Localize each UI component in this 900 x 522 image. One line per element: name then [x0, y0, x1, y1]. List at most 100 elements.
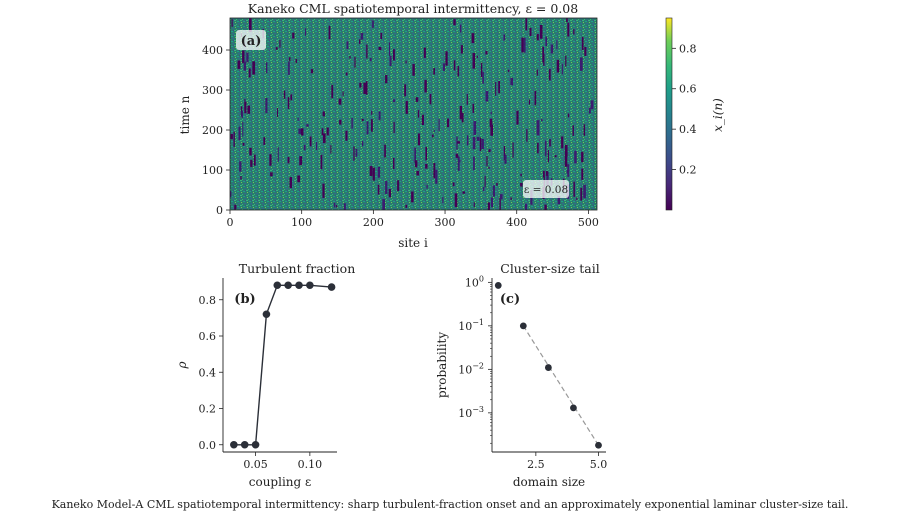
laminar-streak — [481, 139, 484, 150]
laminar-streak — [417, 110, 420, 118]
laminar-streak — [270, 172, 273, 177]
colorbar-tick-label: 0.8 — [679, 42, 697, 55]
laminar-streak — [536, 34, 539, 41]
laminar-streak — [234, 204, 237, 210]
laminar-streak — [360, 32, 364, 40]
laminar-streak — [523, 37, 526, 53]
laminar-streak — [416, 171, 419, 176]
laminar-streak — [424, 79, 427, 93]
panel-a-label: (a) — [241, 34, 262, 49]
laminar-streak — [524, 203, 527, 210]
y-tick-label-c: 10−2 — [458, 361, 484, 376]
laminar-streak — [554, 155, 557, 158]
laminar-streak — [460, 45, 463, 54]
laminar-streak — [300, 128, 304, 136]
fit-line-c — [522, 325, 599, 446]
laminar-streak — [342, 91, 344, 97]
laminar-streak — [545, 170, 548, 176]
laminar-streak — [572, 125, 574, 136]
laminar-streak — [326, 127, 329, 136]
data-point-b — [295, 281, 303, 290]
panel-c: Cluster-size tail 2.5 5.010010−110−210−3 … — [435, 261, 607, 489]
panel-c-label: (c) — [500, 292, 520, 307]
laminar-streak — [520, 183, 523, 187]
laminar-streak — [299, 156, 303, 166]
laminar-streak — [590, 100, 594, 110]
laminar-streak — [289, 176, 292, 189]
laminar-streak — [404, 84, 407, 97]
colorbar-label: x_i(n) — [711, 98, 725, 132]
laminar-streak — [504, 154, 507, 164]
laminar-streak — [298, 128, 301, 134]
laminar-streak — [393, 157, 395, 169]
laminar-streak — [521, 37, 524, 53]
laminar-streak — [265, 98, 268, 114]
y-tick-label-b: 0.6 — [199, 330, 217, 343]
laminar-streak — [583, 184, 586, 199]
laminar-streak — [385, 180, 388, 194]
laminar-streak — [252, 61, 256, 75]
data-point-c — [494, 282, 502, 289]
laminar-streak — [476, 55, 478, 58]
data-point-b — [284, 281, 292, 290]
laminar-streak — [250, 159, 253, 167]
laminar-streak — [462, 191, 466, 194]
x-axis-label-b: coupling ε — [249, 475, 311, 489]
laminar-streak — [486, 155, 488, 167]
y-tick-label-a: 400 — [202, 44, 223, 57]
laminar-streak — [372, 20, 374, 28]
x-tick-label-a: 100 — [291, 216, 312, 229]
laminar-streak — [580, 57, 583, 71]
laminar-streak — [320, 154, 323, 170]
laminar-streak — [496, 183, 498, 186]
laminar-streak — [456, 136, 458, 150]
laminar-streak — [583, 124, 586, 136]
laminar-streak — [382, 199, 385, 210]
laminar-streak — [455, 153, 459, 158]
panel-c-title: Cluster-size tail — [500, 261, 600, 276]
laminar-streak — [525, 18, 528, 31]
laminar-streak — [567, 113, 570, 118]
laminar-streak — [536, 120, 540, 136]
panel-b-title: Turbulent fraction — [239, 261, 356, 276]
laminar-streak — [351, 118, 353, 129]
laminar-streak — [241, 110, 243, 118]
ticks-b: 0.05 0.10 0.0 0.2 0.4 0.6 0.8 — [199, 294, 323, 471]
figure-caption: Kaneko Model-A CML spatiotemporal interm… — [51, 498, 849, 511]
laminar-streak — [471, 33, 475, 44]
laminar-streak — [288, 61, 290, 76]
panel-b: Turbulent fraction 0.05 0.100.00.20.40.60… — [175, 261, 355, 489]
laminar-streak — [526, 129, 528, 142]
laminar-streak — [482, 186, 485, 192]
laminar-streak — [457, 156, 460, 171]
laminar-streak — [499, 197, 501, 210]
laminar-streak — [414, 147, 416, 163]
laminar-streak — [433, 68, 435, 75]
laminar-streak — [564, 144, 568, 157]
laminar-streak — [529, 27, 532, 36]
laminar-streak — [361, 141, 364, 147]
laminar-streak — [580, 187, 583, 201]
laminar-streak — [377, 166, 381, 178]
laminar-streak — [246, 52, 249, 63]
y-tick-label-b: 0.4 — [199, 366, 217, 379]
laminar-streak — [556, 40, 558, 50]
laminar-streak — [454, 193, 458, 208]
colorbar-tick-label: 0.6 — [679, 83, 697, 96]
x-tick-label-b: 0.10 — [298, 458, 323, 471]
data-point-b — [273, 281, 282, 290]
laminar-streak — [370, 119, 373, 132]
laminar-streak — [479, 137, 482, 151]
laminar-streak — [277, 108, 278, 118]
laminar-streak — [550, 44, 554, 54]
laminar-streak — [365, 81, 368, 95]
laminar-streak — [292, 32, 295, 39]
laminar-streak — [287, 97, 290, 109]
laminar-streak — [305, 28, 307, 36]
laminar-streak — [516, 110, 519, 125]
laminar-streak — [230, 191, 232, 198]
y-axis-label-b: ρ — [175, 361, 189, 369]
laminar-streak — [310, 69, 314, 74]
laminar-streak — [503, 34, 506, 41]
colorbar-ticks: 0.2 0.4 0.6 0.8 — [672, 42, 697, 177]
